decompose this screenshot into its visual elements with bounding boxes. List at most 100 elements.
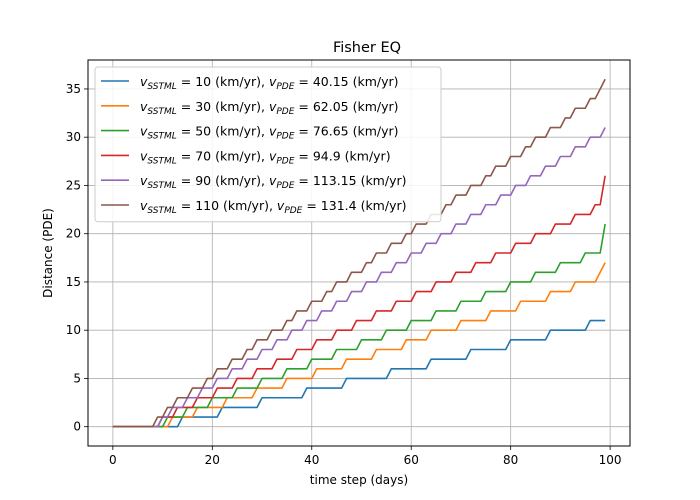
legend-label-part: v [277,198,285,213]
legend-label-part: (km/yr) [341,148,391,163]
legend-label-part: 40.15 [313,74,349,89]
y-ticks: 0 5 10 15 20 25 30 35 [66,82,88,434]
legend-label-part: v [269,99,277,114]
legend-label: vSSTML = 70 (km/yr), vPDE = 94.9 (km/yr) [140,148,391,166]
legend-entry: vSSTML = 50 (km/yr), vPDE = 76.65 (km/yr… [101,124,399,142]
legend-label-part: = [294,148,312,163]
legend-label-part: 76.65 [313,124,349,139]
series-line-110 [112,78,606,428]
legend-label-part: (km/yr), [211,99,269,114]
legend-label-part: (km/yr), [211,148,269,163]
series-line-10 [112,319,606,428]
legend-label-part: = [177,74,195,89]
y-tick-label: 20 [66,227,81,241]
legend-label: vSSTML = 10 (km/yr), vPDE = 40.15 (km/yr… [140,74,399,92]
series-line-90 [112,127,606,428]
legend-label-part: PDE [276,107,294,117]
legend-label-part: = [294,99,312,114]
legend-label: vSSTML = 90 (km/yr), vPDE = 113.15 (km/y… [140,173,406,191]
legend-label-part: = [177,124,195,139]
y-tick-label: 15 [66,275,81,289]
y-tick-label: 5 [73,371,81,385]
x-tick-label: 80 [503,453,518,467]
x-tick-label: 100 [599,453,622,467]
legend-label: vSSTML = 50 (km/yr), vPDE = 76.65 (km/yr… [140,124,399,142]
legend-label-part: v [269,124,277,139]
legend-label-part: SSTML [147,82,176,92]
legend-label-part: SSTML [147,156,176,166]
legend-label-part: = [177,173,195,188]
y-tick-label: 35 [66,82,81,96]
legend-label: vSSTML = 110 (km/yr), vPDE = 131.4 (km/y… [140,198,406,216]
legend-entry: vSSTML = 70 (km/yr), vPDE = 94.9 (km/yr) [101,148,391,166]
legend-label-part: 94.9 [313,148,341,163]
legend-label-part: v [269,74,277,89]
series-line-50 [112,223,606,428]
legend-box [94,66,442,223]
chart-title: Fisher EQ [333,40,401,56]
legend-label-part: (km/yr), [211,124,269,139]
legend-label-part: SSTML [147,206,176,216]
legend-label-part: = [294,173,312,188]
legend-label-part: v [140,74,148,89]
y-tick-label: 30 [66,130,81,144]
x-ticks: 0 20 40 60 80 100 [109,446,622,467]
y-tick-label: 10 [66,323,81,337]
x-axis-label: time step (days) [310,473,408,487]
legend-label-part: PDE [276,156,294,166]
legend-label-part: 70 [195,148,211,163]
legend-label-part: PDE [276,132,294,142]
x-tick-label: 0 [109,453,117,467]
x-tick-label: 20 [205,453,220,467]
legend-label: vSSTML = 30 (km/yr), vPDE = 62.05 (km/yr… [140,99,399,117]
legend-label-part: (km/yr) [349,124,399,139]
plot-frame [87,59,631,447]
y-axis-label: Distance (PDE) [41,208,55,298]
legend-label-part: v [269,173,277,188]
legend-entry: vSSTML = 30 (km/yr), vPDE = 62.05 (km/yr… [101,99,399,117]
series-line-30 [112,262,606,428]
legend-label-part: = [177,148,195,163]
legend: vSSTML = 10 (km/yr), vPDE = 40.15 (km/yr… [94,66,442,223]
legend-label-part: 50 [195,124,211,139]
y-tick-label: 0 [73,420,81,434]
legend-label-part: 30 [195,99,211,114]
legend-label-part: (km/yr), [219,198,277,213]
legend-label-part: = [177,198,195,213]
legend-label-part: PDE [276,181,294,191]
legend-label-part: (km/yr) [349,99,399,114]
legend-label-part: SSTML [147,181,176,191]
legend-label-part: SSTML [147,132,176,142]
legend-label-part: = [294,124,312,139]
y-tick-label: 25 [66,178,81,192]
legend-label-part: v [140,99,148,114]
legend-label-part: 10 [195,74,211,89]
legend-entry: vSSTML = 110 (km/yr), vPDE = 131.4 (km/y… [101,198,406,216]
legend-label-part: 62.05 [313,99,349,114]
series-lines [112,78,606,428]
legend-label-part: = [302,198,320,213]
legend-label-part: v [140,173,148,188]
legend-label-part: v [140,198,148,213]
legend-label-part: = [294,74,312,89]
series-line-70 [112,175,606,428]
legend-label-part: v [140,148,148,163]
x-tick-label: 60 [404,453,419,467]
legend-label-part: (km/yr), [211,173,269,188]
legend-label-part: (km/yr) [357,198,407,213]
legend-label-part: v [269,148,277,163]
legend-label-part: = [177,99,195,114]
legend-label-part: SSTML [147,107,176,117]
legend-entry: vSSTML = 10 (km/yr), vPDE = 40.15 (km/yr… [101,74,399,92]
legend-entry: vSSTML = 90 (km/yr), vPDE = 113.15 (km/y… [101,173,406,191]
legend-label-part: 110 [195,198,219,213]
legend-label-part: (km/yr) [357,173,407,188]
legend-label-part: PDE [284,206,302,216]
legend-label-part: 131.4 [321,198,357,213]
legend-label-part: (km/yr), [211,74,269,89]
x-tick-label: 40 [304,453,319,467]
legend-label-part: 113.15 [313,173,357,188]
legend-label-part: 90 [195,173,211,188]
legend-label-part: (km/yr) [349,74,399,89]
